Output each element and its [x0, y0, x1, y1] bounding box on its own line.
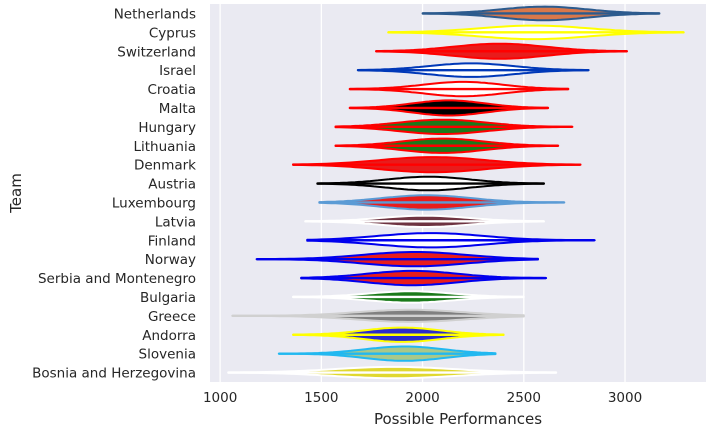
x-tick-label: 3000: [608, 390, 642, 406]
y-tick-label: Austria: [148, 177, 196, 193]
y-tick-label: Latvia: [155, 214, 196, 230]
x-tick-labels: 1000 1500 2000 2500 3000: [203, 390, 642, 406]
y-tick-label: Croatia: [147, 82, 196, 98]
violins: [227, 5, 685, 380]
y-tick-label: Lithuania: [133, 139, 196, 155]
x-axis-title: Possible Performances: [374, 410, 542, 428]
y-tick-label: Andorra: [142, 328, 196, 344]
y-tick-labels: Netherlands Cyprus Switzerland Israel Croati…: [32, 6, 196, 381]
y-tick-label: Israel: [159, 63, 196, 79]
y-tick-label: Greece: [148, 309, 196, 325]
y-tick-label: Malta: [159, 101, 196, 117]
y-tick-label: Serbia and Montenegro: [38, 271, 196, 287]
y-tick-label: Netherlands: [114, 6, 196, 22]
y-tick-label: Norway: [145, 252, 196, 268]
y-tick-label: Slovenia: [139, 347, 196, 363]
x-tick-label: 1500: [304, 390, 338, 406]
y-tick-label: Hungary: [138, 120, 196, 136]
x-tick-label: 1000: [203, 390, 237, 406]
y-axis-title: Team: [7, 173, 25, 214]
y-tick-label: Bulgaria: [140, 290, 196, 306]
y-tick-label: Cyprus: [149, 25, 196, 41]
y-tick-label: Luxembourg: [112, 195, 196, 211]
y-tick-label: Finland: [148, 233, 196, 249]
y-tick-label: Denmark: [134, 158, 196, 174]
y-tick-label: Bosnia and Herzegovina: [32, 366, 196, 382]
plot-background: [210, 4, 706, 382]
y-tick-label: Switzerland: [117, 44, 196, 60]
x-tick-label: 2000: [405, 390, 439, 406]
x-tick-label: 2500: [507, 390, 541, 406]
